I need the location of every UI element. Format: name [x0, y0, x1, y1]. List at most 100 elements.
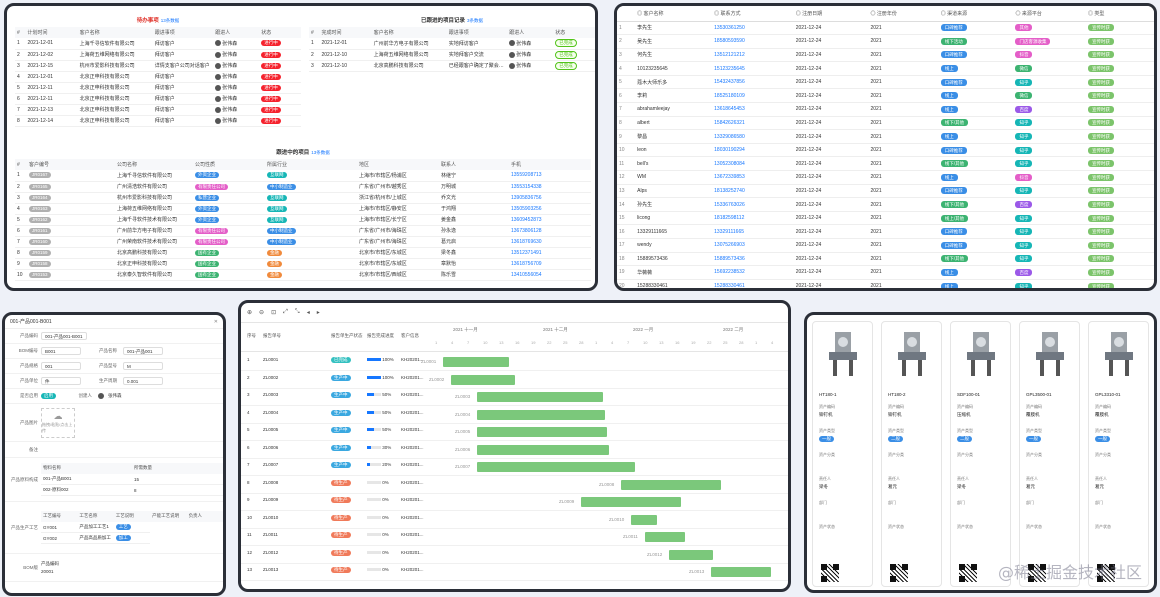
asset-card[interactable]: HT180-2 资产编码 铆钉机 资产类型 二般 资产分类 责任人 葛元 部门 资产状态: [881, 321, 942, 587]
phone-link[interactable]: 13673806128: [511, 227, 542, 234]
phone-link[interactable]: 13329086580: [714, 133, 745, 140]
phone-link[interactable]: 13512121212: [714, 51, 745, 58]
table-row[interactable]: 002-原料002 8: [41, 484, 223, 497]
field-input[interactable]: 001-产品001-B001: [41, 332, 87, 340]
table-row[interactable]: 4 10123235645 15123235645 2021-12-24 2021 线上 微…: [617, 61, 1154, 76]
table-row[interactable]: 5 蔻木大师乐多 15432437856 2021-12-24 2021 口碑推荐 知乎 宣传…: [617, 75, 1154, 90]
table-row[interactable]: 17 wendy 13075266903 2021-12-24 2021 口碑推荐 知乎 宣传…: [617, 238, 1154, 253]
gantt-row[interactable]: 7 ZL0007 生产中 20% KH20201... ZL0007: [241, 458, 788, 476]
gantt-bar[interactable]: [621, 479, 721, 490]
table-row[interactable]: 2 JR0165 广州清浩软件有限公司 有限责任公司 中小制造业 广东省/广州市/越秀区万…: [15, 181, 591, 193]
gantt-row[interactable]: 1 ZL0001 已完成 100% KH20201... ZL0001: [241, 353, 788, 371]
zoom-out-icon[interactable]: ⊖: [259, 310, 265, 316]
table-row[interactable]: 6 JR0161 广州前华方电子有限公司 有限责任公司 中小制造业 广东省/广州市/海珠区…: [15, 225, 591, 237]
fit-icon[interactable]: ⊡: [271, 310, 277, 316]
phone-link[interactable]: 13052308084: [714, 160, 745, 167]
column-header[interactable]: ◎ 注册日期: [793, 6, 869, 22]
phone-link[interactable]: 15889573436: [714, 255, 745, 262]
gantt-row[interactable]: 6 ZL0006 生产中 30% KH20201... ZL0006: [241, 441, 788, 459]
phone-link[interactable]: 15842626321: [714, 119, 745, 126]
table-row[interactable]: 10 JR0153 北京泰久智软件有限公司 国有企业 金融 北京市/市辖区/西城区 陈乐雪 1…: [15, 269, 591, 281]
phone-link[interactable]: 15123235645: [714, 65, 745, 72]
phone-link[interactable]: 13905836756: [511, 194, 542, 201]
upload-area[interactable]: ☁ 拖拽/粘贴/点击上传: [41, 407, 75, 438]
phone-link[interactable]: 13329111665: [714, 228, 745, 235]
table-row[interactable]: 1 JR0167 上海千寻信软件有限公司 外资企业 互联网 上海市/市辖区/杨浦区 林继宁 1…: [15, 170, 591, 182]
gantt-bar[interactable]: [477, 392, 603, 402]
gantt-bar[interactable]: [581, 497, 681, 507]
phone-link[interactable]: 13618769630: [511, 238, 542, 245]
gantt-row[interactable]: 11 ZL0011 待生产 0% KH20201... ZL0011: [241, 528, 788, 546]
table-row[interactable]: 5 2021-12-11 北京正申科技有限公司 拜访客户 张伟森 进行中: [15, 82, 301, 94]
gantt-bar[interactable]: [477, 462, 635, 472]
table-row[interactable]: 13 Alps 18138252740 2021-12-24 2021 口碑推荐 知乎 宣传时…: [617, 184, 1154, 199]
column-header[interactable]: ◎ 客户名称: [635, 6, 713, 22]
phone-link[interactable]: 18525180109: [714, 92, 745, 99]
expand-icon[interactable]: ⤢: [283, 309, 288, 315]
phone-link[interactable]: 13672339853: [714, 174, 745, 181]
table-row[interactable]: 7 abrahamleejay 13618645453 2021-12-24 2021 线…: [617, 102, 1154, 117]
field-input[interactable]: 0.001: [123, 377, 163, 385]
column-header[interactable]: ◎ 渠道来源: [938, 6, 1014, 22]
table-row[interactable]: 4 JR0163 上海荷五维网络有限公司 外资企业 互联网 上海市/市辖区/静安区 于鸿翔 1…: [15, 203, 591, 215]
phone-link[interactable]: 18138252740: [714, 187, 745, 194]
phone-link[interactable]: 13530361250: [714, 24, 745, 31]
field-input[interactable]: B001: [41, 347, 81, 355]
table-row[interactable]: 2 吴先生 18580593590 2021-12-24 2021 线下活动 门店客源收集 宣…: [617, 34, 1154, 49]
table-row[interactable]: 18 15889573436 15889573436 2021-12-24 2021 线下…: [617, 252, 1154, 267]
table-row[interactable]: 3 何先生 13512121212 2021-12-24 2021 口碑推荐 抖音 宣传时获: [617, 48, 1154, 63]
phone-link[interactable]: 13410556054: [511, 271, 542, 278]
table-row[interactable]: 001-产品B001 15: [41, 473, 223, 486]
table-row[interactable]: 8 2021-12-14 北京正申科技有限公司 拜访客户 张伟森 进行中: [15, 115, 301, 127]
phone-link[interactable]: 15288330461: [714, 283, 745, 290]
field-input[interactable]: M: [123, 362, 163, 370]
scroll-left-icon[interactable]: ◂: [306, 310, 310, 316]
asset-card[interactable]: SDF100-01 资产编码 压缩机 资产类型 二般 资产分类 责任人 梁冬 部门 资产状态: [950, 321, 1011, 587]
table-row[interactable]: 6 李莉 18525180109 2021-12-24 2021 线上 微信 宣传时获: [617, 88, 1154, 104]
phone-link[interactable]: 13505903256: [511, 205, 542, 212]
asset-card[interactable]: HT180-1 资产编码 铆钉机 资产类型 一般 资产分类 责任人 梁冬 部门 资产状态: [812, 321, 873, 587]
asset-card[interactable]: GPL3500-01 资产编码 覆膜机 资产类型 一般 资产分类 责任人 葛元 部门 资产状态: [1019, 321, 1080, 587]
gantt-bar[interactable]: [669, 549, 713, 560]
table-row[interactable]: 9 JR0158 北京正申科技有限公司 国有企业 金融 北京市/市辖区/东城区 章默怡 136…: [15, 258, 591, 270]
field-input[interactable]: 件: [41, 377, 81, 385]
column-header[interactable]: ◎ 来源平台: [1013, 6, 1086, 22]
gantt-bar[interactable]: [477, 444, 609, 455]
gantt-row[interactable]: 5 ZL0005 生产中 50% KH20201... ZL0005: [241, 423, 788, 441]
table-row[interactable]: 3 2021-12-15 杭州市爱影科技有限公司 详情支客户公司对话客户 张伟森 进行中: [15, 60, 301, 72]
table-row[interactable]: 8 albert 15842626321 2021-12-24 2021 线下/其他 知乎 宣…: [617, 116, 1154, 131]
phone-link[interactable]: 13609452873: [511, 216, 542, 223]
table-row[interactable]: 19 华薇薇 15692238532 2021-12-24 2021 线上 百度 宣传时获: [617, 265, 1154, 280]
table-row[interactable]: 8 JR0159 北京高鹏科技有限公司 国有企业 金融 北京市/市辖区/东城区 梁冬鑫 135…: [15, 247, 591, 259]
table-row[interactable]: 1 2021-12-01 上海千寻信软件有限公司 拜访客户 张伟森 进行中: [15, 38, 301, 50]
gantt-row[interactable]: 12 ZL0012 待生产 0% KH20201... ZL0012: [241, 546, 788, 564]
gantt-row[interactable]: 8 ZL0008 待生产 0% KH20201... ZL0008: [241, 476, 788, 494]
gantt-bar[interactable]: [645, 532, 685, 542]
table-row[interactable]: 2 2021-12-02 上海荷五维网络有限公司 拜访客户 张伟森 进行中: [15, 49, 301, 61]
phone-link[interactable]: 13559208713: [511, 172, 542, 179]
collapse-icon[interactable]: ⤡: [294, 309, 300, 315]
table-row[interactable]: 16 13329111665 13329111665 2021-12-24 2021 口碑…: [617, 224, 1154, 239]
gantt-bar[interactable]: [443, 357, 509, 367]
table-row[interactable]: 2 2021-12-10 上海荷五维网络有限公司 实地拜客户交流 张伟森 已完成: [309, 49, 595, 61]
gantt-bar[interactable]: [477, 409, 605, 420]
gantt-row[interactable]: 9 ZL0009 待生产 0% KH20201... ZL0009: [241, 493, 788, 511]
phone-link[interactable]: 13618756709: [511, 260, 542, 267]
asset-card[interactable]: GPL3310-01 资产编码 覆膜机 资产类型 一般 资产分类 责任人 葛元 部门 资产状态: [1088, 321, 1149, 587]
table-row[interactable]: 6 2021-12-11 北京正申科技有限公司 拜访客户 张伟森 进行中: [15, 93, 301, 105]
gantt-bar[interactable]: [711, 567, 771, 577]
field-input[interactable]: 001-产品001: [123, 347, 163, 355]
table-row[interactable]: 1 2021-12-01 广州前华方电子有限公司 实地拜访客户 张伟森 已完成: [309, 38, 595, 50]
phone-link[interactable]: 18182598112: [714, 215, 745, 222]
phone-link[interactable]: 18030190294: [714, 147, 745, 154]
gantt-bar[interactable]: [631, 514, 657, 525]
zoom-in-icon[interactable]: ⊕: [247, 310, 253, 316]
field-input[interactable]: 001: [41, 362, 81, 370]
gantt-row[interactable]: 2 ZL0002 生产中 100% KH20201... ZL0002: [241, 371, 788, 389]
phone-link[interactable]: 15692238532: [714, 269, 745, 276]
table-row[interactable]: 10 leon 18030190294 2021-12-24 2021 口碑推荐 知乎 宣传时…: [617, 143, 1154, 158]
table-row[interactable]: 15 licong 18182598112 2021-12-24 2021 线上/其他 知乎…: [617, 211, 1154, 226]
table-row[interactable]: 14 孙先生 15336763026 2021-12-24 2021 线下/其他 百度 宣传时…: [617, 197, 1154, 212]
gantt-row[interactable]: 13 ZL0013 待生产 0% KH20201... ZL0013: [241, 563, 788, 581]
